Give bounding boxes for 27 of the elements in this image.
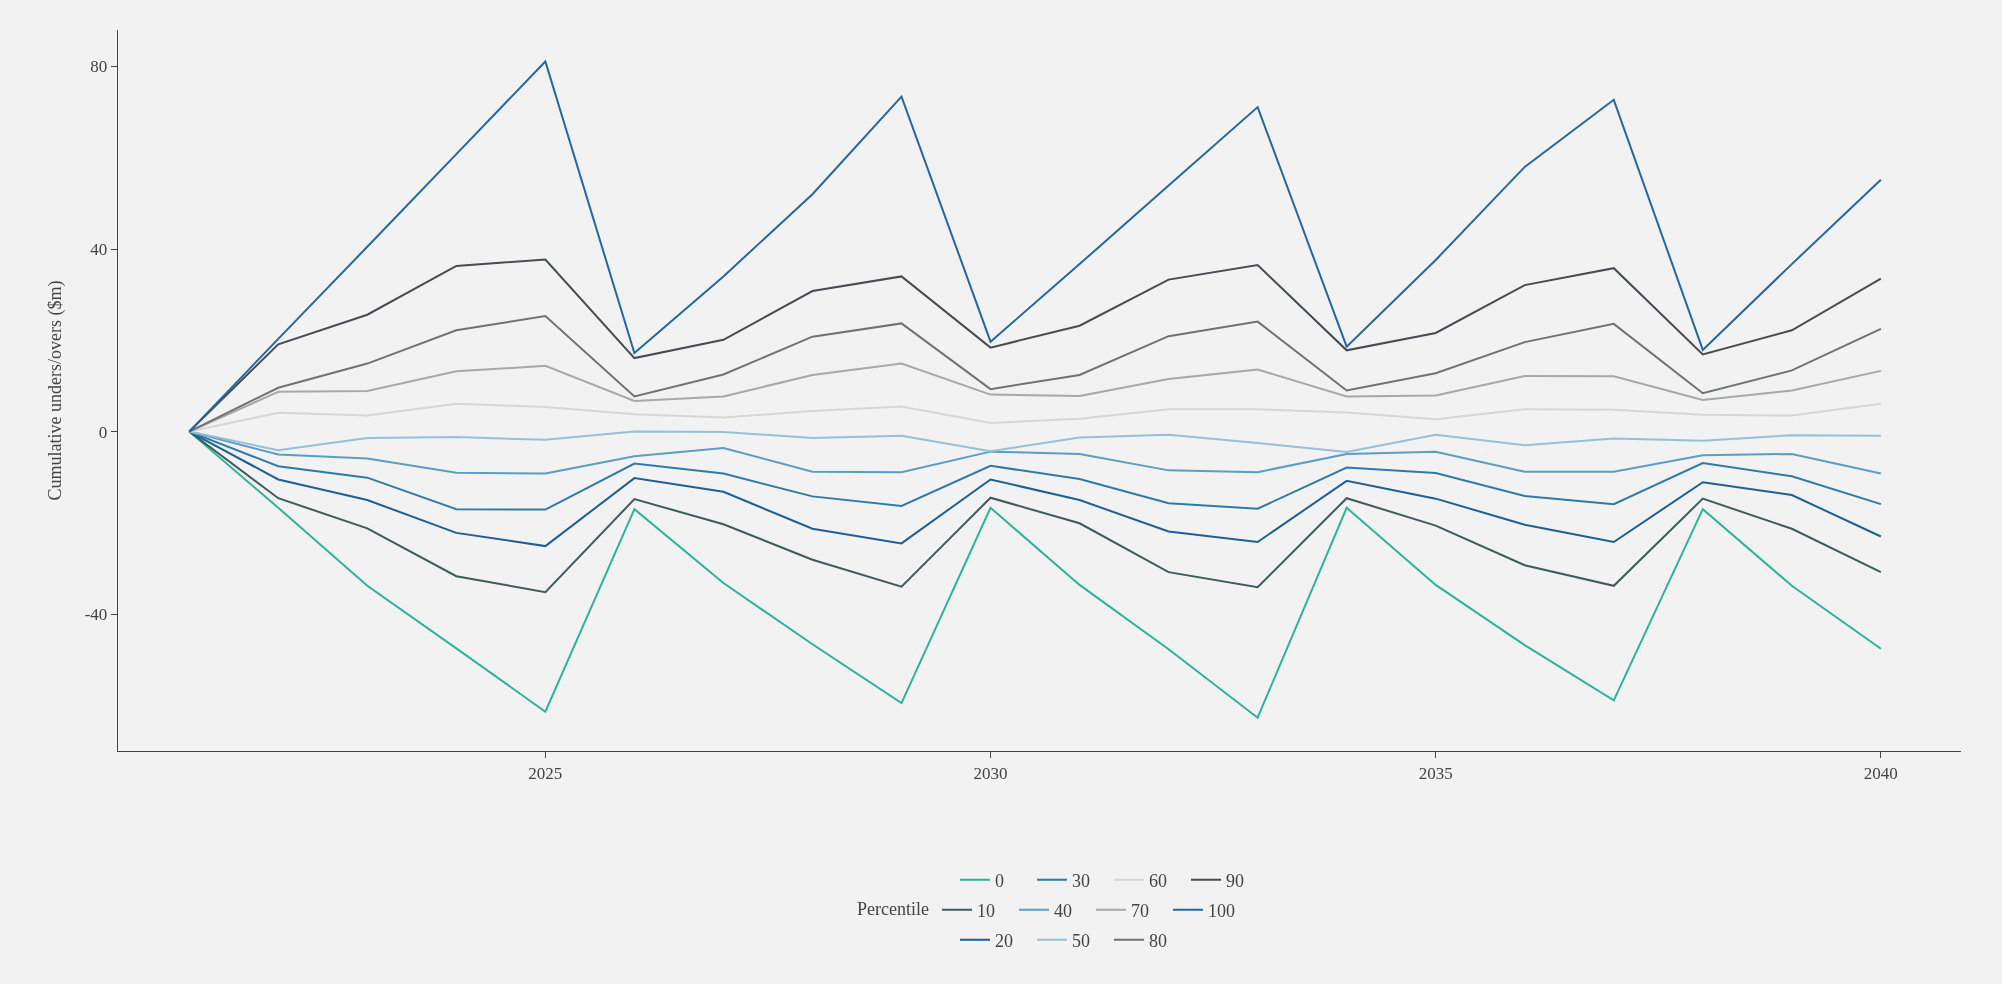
y-axis-title: Cumulative unders/overs ($m) (44, 280, 66, 501)
x-tick-label: 2025 (528, 763, 563, 783)
y-tick-label: 80 (90, 57, 108, 77)
legend-label: 90 (1226, 870, 1244, 891)
line-series (188, 315, 1882, 433)
x-tick-label: 2035 (1418, 763, 1453, 783)
y-tick-label: -40 (84, 605, 108, 625)
line-series (188, 402, 1882, 433)
legend-label: 0 (995, 870, 1004, 891)
legend-label: 80 (1149, 930, 1167, 951)
legend-label: 50 (1072, 930, 1090, 951)
legend-title: Percentile (857, 898, 929, 919)
line-series (188, 430, 1882, 454)
legend-label: 30 (1072, 870, 1090, 891)
x-tick-label: 2040 (1863, 763, 1898, 783)
legend-label: 70 (1130, 900, 1149, 921)
y-tick-label: 0 (98, 422, 108, 442)
legend-label: 60 (1149, 870, 1167, 891)
y-tick-label: 40 (90, 239, 108, 259)
line-series (188, 430, 1882, 594)
x-tick-label: 2030 (973, 763, 1008, 783)
line-series (188, 60, 1882, 433)
legend-label: 10 (976, 900, 995, 921)
legend-label: 100 (1207, 900, 1235, 921)
legend-label: 20 (995, 930, 1013, 951)
line-series (188, 430, 1882, 511)
legend-label: 40 (1053, 900, 1072, 921)
